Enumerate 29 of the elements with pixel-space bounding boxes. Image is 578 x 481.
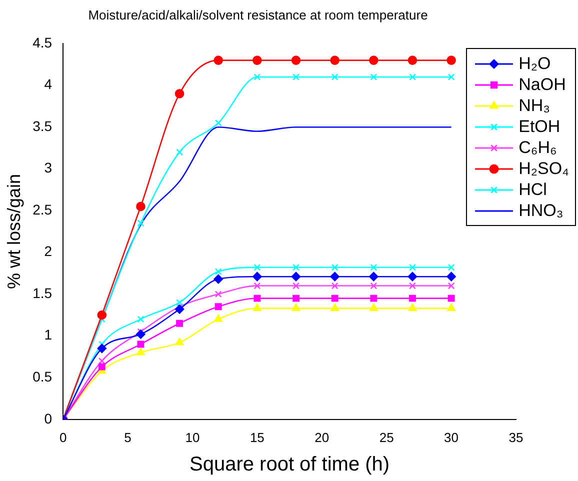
y-tick-label: 2: [44, 243, 52, 260]
x-tick-label: 30: [444, 430, 459, 445]
legend-label: H₂O: [518, 54, 551, 74]
legend-label: HNO₃: [518, 200, 564, 220]
x-tick-label: 15: [250, 430, 264, 445]
y-tick-label: 4.5: [32, 34, 52, 50]
x-axis-title: Square root of time (h): [189, 454, 390, 476]
legend-label: C₆H₆: [518, 138, 557, 158]
x-tick-label: 20: [314, 430, 330, 445]
y-tick-label: 2.5: [32, 201, 52, 218]
x-tick-label: 0: [59, 430, 67, 445]
legend-label: EtOH: [518, 116, 560, 136]
y-tick-label: 0: [44, 410, 52, 426]
x-tick-label: 10: [185, 430, 200, 445]
y-tick-label: 3.5: [32, 118, 52, 134]
y-tick-label: 4: [44, 76, 52, 92]
legend-label: H₂SO₄: [518, 158, 569, 178]
legend-label: HCl: [518, 180, 547, 200]
y-tick-label: 3: [44, 160, 52, 176]
chart-title: Moisture/acid/alkali/solvent resistance at room temperature: [88, 7, 428, 22]
x-tick-label: 25: [379, 430, 394, 445]
y-tick-label: 1: [44, 326, 52, 343]
y-axis-title: % wt loss/gain: [4, 174, 24, 290]
x-tick-label: 5: [124, 430, 132, 445]
x-tick-label: 35: [508, 430, 524, 445]
legend-label: NH₃: [518, 96, 550, 116]
legend-label: NaOH: [518, 74, 566, 94]
y-tick-label: 0.5: [32, 368, 52, 385]
y-tick-label: 1.5: [32, 284, 52, 301]
